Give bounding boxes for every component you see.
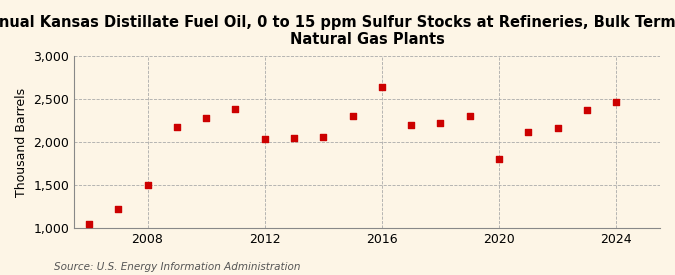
Y-axis label: Thousand Barrels: Thousand Barrels: [15, 87, 28, 197]
Point: [377, 85, 387, 90]
Point: [523, 130, 534, 135]
Title: Annual Kansas Distillate Fuel Oil, 0 to 15 ppm Sulfur Stocks at Refineries, Bulk: Annual Kansas Distillate Fuel Oil, 0 to …: [0, 15, 675, 47]
Point: [347, 114, 358, 118]
Point: [142, 183, 153, 187]
Point: [84, 222, 95, 226]
Point: [288, 135, 299, 140]
Text: Source: U.S. Energy Information Administration: Source: U.S. Energy Information Administ…: [54, 262, 300, 272]
Point: [113, 206, 124, 211]
Point: [552, 126, 563, 130]
Point: [230, 107, 241, 111]
Point: [200, 116, 211, 120]
Point: [611, 100, 622, 104]
Point: [406, 122, 416, 127]
Point: [259, 137, 270, 142]
Point: [435, 121, 446, 125]
Point: [318, 134, 329, 139]
Point: [171, 125, 182, 130]
Point: [581, 108, 592, 112]
Point: [464, 114, 475, 118]
Point: [493, 157, 504, 161]
